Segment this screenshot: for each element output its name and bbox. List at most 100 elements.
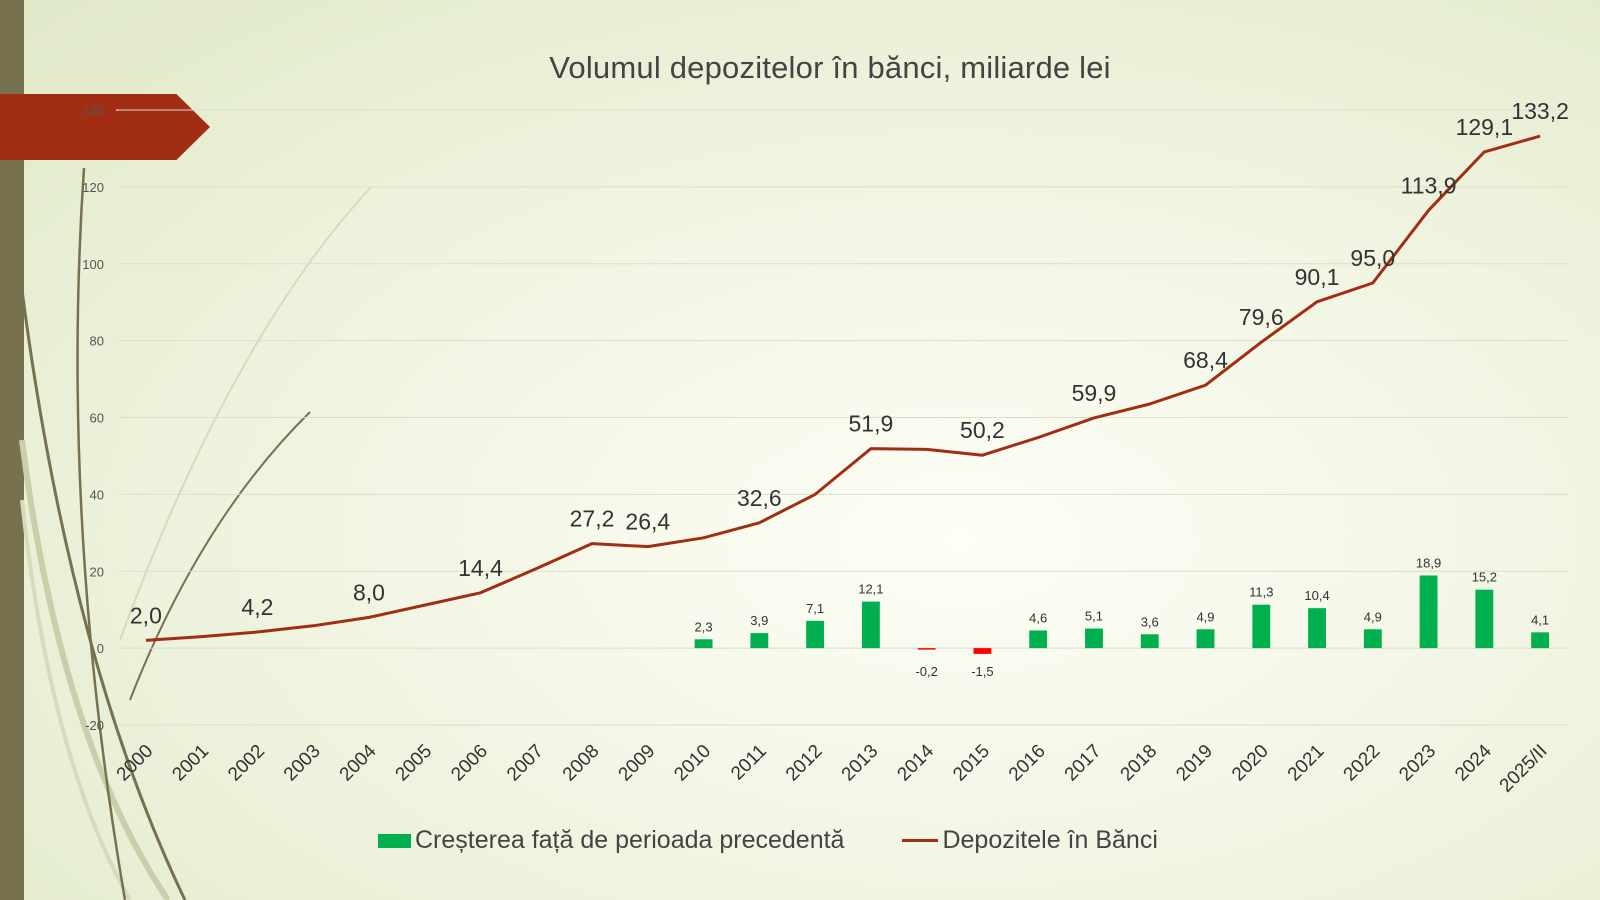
line-data-labels: 2,0 4,2 8,0 14,4 27,2 26,4 32,6 51,9 50,2 59,9 68,…: [130, 98, 1569, 628]
bar: [1363, 629, 1382, 649]
x-tick-label: 2013: [838, 741, 883, 786]
x-tick-label: 2019: [1172, 741, 1217, 786]
y-tick-label: 20: [90, 564, 104, 579]
line-data-label: 79,6: [1239, 304, 1284, 330]
bar: [1085, 628, 1103, 649]
bar-data-label: 3,6: [1141, 614, 1159, 629]
y-tick-label: 40: [90, 487, 104, 502]
bar-data-label: 7,1: [806, 601, 824, 616]
bar: [694, 639, 713, 649]
bar: [973, 648, 992, 654]
x-tick-label: 2020: [1228, 741, 1273, 786]
bar: [1308, 608, 1326, 649]
x-tick-label: 2021: [1284, 741, 1329, 786]
y-tick-label: -20: [85, 718, 104, 733]
x-tick-label: 2023: [1395, 741, 1440, 786]
legend: Creșterea față de perioada precedentă De…: [378, 826, 1216, 855]
grid-lines: [118, 109, 1568, 726]
legend-swatch-line: [902, 839, 939, 842]
line-data-label: 68,4: [1183, 347, 1228, 373]
bar-data-labels: 2,3 3,9 7,1 12,1 -0,2 -1,5 4,6 5,1 3,6 4,9 11,3 10,…: [695, 555, 1550, 679]
x-tick-label: 2011: [727, 741, 771, 785]
y-tick-label: 0: [97, 641, 104, 656]
x-tick-label: 2016: [1005, 741, 1050, 786]
x-tick-label: 2005: [392, 741, 437, 786]
y-tick-label: 80: [90, 334, 104, 349]
x-tick-label: 2006: [447, 741, 492, 786]
legend-item-growth[interactable]: Creșterea față de perioada precedentă: [378, 826, 844, 855]
y-tick-label: 140: [82, 103, 104, 118]
x-tick-label: 2000: [113, 741, 158, 786]
bar: [1419, 575, 1438, 649]
bar: [1029, 630, 1048, 649]
bar: [1196, 629, 1215, 649]
bar-data-label: 10,4: [1304, 588, 1329, 603]
x-tick-label: 2017: [1061, 741, 1106, 786]
line-data-label: 51,9: [849, 411, 894, 437]
bar-data-label: 3,9: [750, 613, 768, 628]
bar-data-label: -0,2: [915, 664, 937, 679]
y-tick-label: 60: [90, 411, 104, 426]
line-data-label: 27,2: [570, 506, 615, 532]
line-data-label: 4,2: [241, 594, 273, 620]
bar-data-label: 2,3: [695, 619, 713, 634]
bar: [861, 601, 880, 649]
x-tick-label: 2014: [893, 740, 938, 785]
bar-series: [694, 575, 1550, 654]
bar: [1140, 634, 1159, 649]
x-axis: 2000 2001 2002 2003 2004 2005 2006 2007 2008 2009…: [113, 740, 1552, 796]
x-tick-label: 2024: [1451, 740, 1496, 785]
legend-label-growth: Creșterea față de perioada precedentă: [415, 826, 845, 854]
title-arrow-tab: [0, 94, 210, 160]
bar-data-label: 15,2: [1472, 570, 1497, 585]
line-data-label: 59,9: [1072, 380, 1117, 406]
bar: [917, 648, 936, 650]
line-data-label: 14,4: [458, 555, 503, 581]
bar-data-label: -1,5: [971, 664, 993, 679]
x-tick-label: 2002: [224, 741, 269, 786]
bar-data-label: 4,1: [1531, 612, 1549, 627]
x-tick-label: 2008: [559, 741, 604, 786]
line-data-label: 2,0: [130, 602, 162, 628]
bar-data-label: 5,1: [1085, 609, 1103, 624]
bar-data-label: 4,9: [1364, 609, 1382, 624]
bar: [1475, 589, 1494, 649]
x-tick-label: 2003: [280, 741, 325, 786]
line-data-label: 8,0: [353, 579, 385, 605]
bar-data-label: 18,9: [1416, 555, 1441, 570]
line-data-label: 26,4: [625, 509, 670, 535]
bar-data-label: 12,1: [858, 582, 883, 597]
bar: [1252, 604, 1271, 649]
line-data-label: 50,2: [960, 417, 1005, 443]
legend-label-deposits: Depozitele în Bănci: [942, 826, 1158, 854]
x-tick-label: 2010: [670, 741, 715, 786]
x-tick-label: 2022: [1340, 741, 1385, 786]
bar: [1531, 632, 1550, 649]
line-data-label: 95,0: [1350, 245, 1395, 271]
x-tick-label: 2012: [782, 741, 827, 786]
bar: [750, 633, 769, 649]
legend-swatch-bar: [378, 833, 411, 848]
line-data-label: 90,1: [1295, 264, 1340, 290]
line-data-label: 113,9: [1401, 172, 1457, 198]
bar-data-label: 4,6: [1029, 610, 1047, 625]
x-tick-label: 2015: [949, 741, 994, 786]
chart-title: Volumul depozitelor în bănci, miliarde l…: [549, 50, 1111, 85]
bar-data-label: 4,9: [1196, 609, 1214, 624]
bar: [806, 620, 825, 649]
y-tick-label: 100: [82, 257, 104, 272]
x-tick-label: 2018: [1117, 741, 1162, 786]
bar-data-label: 11,3: [1249, 585, 1273, 600]
deposits-line: [145, 134, 1541, 642]
y-axis: -20 0 20 40 60 80 100 120 140: [82, 103, 104, 733]
legend-item-deposits[interactable]: Depozitele în Bănci: [902, 826, 1158, 855]
y-tick-label: 120: [82, 180, 104, 195]
x-tick-label: 2007: [503, 741, 548, 786]
line-data-label: 129,1: [1456, 114, 1514, 140]
x-tick-label: 2025/II: [1496, 741, 1552, 797]
line-data-label: 32,6: [737, 485, 782, 511]
x-tick-label: 2001: [168, 741, 213, 786]
x-tick-label: 2004: [336, 740, 381, 785]
x-tick-label: 2009: [615, 741, 660, 786]
